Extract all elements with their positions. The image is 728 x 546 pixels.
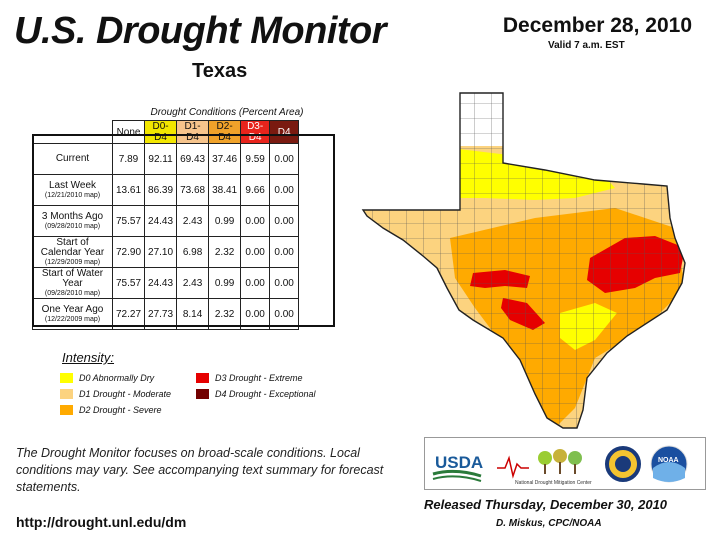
table-cell: 0.00 — [240, 267, 271, 299]
state-name: Texas — [192, 60, 248, 82]
svg-text:NOAA: NOAA — [658, 457, 679, 464]
table-cell: 13.61 — [111, 174, 146, 206]
table-cell: 0.00 — [269, 174, 300, 206]
legend-item-d4: D4 Drought - Exceptional — [196, 389, 316, 399]
legend-label: D2 Drought - Severe — [79, 405, 162, 415]
legend-label: D3 Drought - Extreme — [215, 373, 303, 383]
author-credit: D. Miskus, CPC/NOAA — [496, 518, 602, 529]
ndmc-logo: National Drought Mitigation Center — [497, 449, 592, 486]
map-date: December 28, 2010 — [502, 14, 692, 37]
col-header-none: None — [111, 120, 146, 144]
partner-logos: USDA National Drought Mitigation Center … — [424, 437, 706, 490]
county-lines — [363, 93, 685, 428]
table-row: Start of Calendar Year (12/29/2009 map) 7… — [32, 236, 300, 268]
table-cell: 2.32 — [208, 236, 242, 268]
col-header-d4: D4 — [269, 120, 300, 144]
table-cell: 75.57 — [111, 267, 146, 299]
table-row: 3 Months Ago (09/28/2010 map) 75.57 24.43… — [32, 205, 300, 237]
table-cell: 27.73 — [144, 298, 178, 330]
col-header-d0-d4: D0-D4 — [144, 120, 178, 144]
table-row: Start of Water Year (09/28/2010 map) 75.5… — [32, 267, 300, 299]
col-header-d1-d4: D1-D4 — [176, 120, 210, 144]
usda-logo: USDA — [432, 453, 483, 482]
row-label: Last Week (12/21/2010 map) — [32, 174, 113, 206]
table-cell: 0.00 — [269, 267, 300, 299]
map-title: U.S. Drought Monitor — [14, 10, 387, 52]
svg-text:National Drought Mitigation Ce: National Drought Mitigation Center — [515, 480, 592, 486]
col-header-d3-d4: D3-D4 — [240, 120, 271, 144]
legend-swatch — [196, 373, 209, 383]
table-cell: 72.90 — [111, 236, 146, 268]
valid-time: Valid 7 a.m. EST — [548, 40, 625, 51]
legend-label: D0 Abnormally Dry — [79, 373, 155, 383]
row-label: One Year Ago (12/22/2009 map) — [32, 298, 113, 330]
row-label: Current — [32, 143, 113, 175]
table-cell: 0.00 — [240, 298, 271, 330]
table-cell: 7.89 — [111, 143, 146, 175]
table-cell: 69.43 — [176, 143, 210, 175]
table-cell: 24.43 — [144, 205, 178, 237]
table-row: Last Week (12/21/2010 map) 13.61 86.39 73… — [32, 174, 300, 206]
row-label: 3 Months Ago (09/28/2010 map) — [32, 205, 113, 237]
row-label: Start of Water Year (09/28/2010 map) — [32, 267, 113, 299]
legend-title: Intensity: — [62, 350, 115, 365]
legend-item-d2: D2 Drought - Severe — [60, 405, 162, 415]
table-cell: 0.99 — [208, 205, 242, 237]
table-cell: 9.66 — [240, 174, 271, 206]
table-cell: 0.00 — [269, 236, 300, 268]
table-header-row: None D0-D4 D1-D4 D2-D4 D3-D4 D4 — [33, 120, 300, 144]
drought-areas — [363, 93, 685, 428]
table-row: One Year Ago (12/22/2009 map) 72.27 27.73… — [32, 298, 300, 330]
table-cell: 0.00 — [240, 236, 271, 268]
source-url[interactable]: http://drought.unl.edu/dm — [16, 514, 187, 530]
disclaimer-note: The Drought Monitor focuses on broad-sca… — [16, 446, 384, 494]
legend-label: D4 Drought - Exceptional — [215, 389, 316, 399]
table-cell: 0.00 — [269, 298, 300, 330]
table-cell: 73.68 — [176, 174, 210, 206]
noaa-logo: NOAA — [650, 445, 688, 483]
col-header-d2-d4: D2-D4 — [208, 120, 242, 144]
legend-swatch — [60, 405, 73, 415]
legend-swatch — [60, 373, 73, 383]
table-cell: 2.43 — [176, 205, 210, 237]
legend-item-d1: D1 Drought - Moderate — [60, 389, 171, 399]
table-cell: 86.39 — [144, 174, 178, 206]
table-cell: 92.11 — [144, 143, 178, 175]
texas-outline — [361, 92, 686, 429]
table-row: Current 7.89 92.11 69.43 37.46 9.59 0.00 — [32, 143, 300, 175]
table-cell: 6.98 — [176, 236, 210, 268]
legend-item-d3: D3 Drought - Extreme — [196, 373, 303, 383]
release-date: Released Thursday, December 30, 2010 — [424, 497, 668, 512]
legend-swatch — [196, 389, 209, 399]
legend-label: D1 Drought - Moderate — [79, 389, 172, 399]
svg-text:USDA: USDA — [435, 453, 483, 472]
table-cell: 0.00 — [269, 205, 300, 237]
table-cell: 75.57 — [111, 205, 146, 237]
texas-drought-map — [361, 92, 686, 429]
doc-seal-icon — [605, 446, 641, 482]
drought-conditions-table: None D0-D4 D1-D4 D2-D4 D3-D4 D4 Current … — [32, 120, 300, 330]
table-cell: 2.43 — [176, 267, 210, 299]
table-cell: 27.10 — [144, 236, 178, 268]
table-cell: 0.00 — [269, 143, 300, 175]
table-title: Drought Conditions (Percent Area) — [150, 107, 304, 118]
table-cell: 38.41 — [208, 174, 242, 206]
table-cell: 37.46 — [208, 143, 242, 175]
table-cell: 0.99 — [208, 267, 242, 299]
row-label: Start of Calendar Year (12/29/2009 map) — [32, 236, 113, 268]
table-cell: 24.43 — [144, 267, 178, 299]
table-cell: 9.59 — [240, 143, 271, 175]
table-corner — [33, 121, 113, 144]
legend-item-d0: D0 Abnormally Dry — [60, 373, 154, 383]
table-cell: 8.14 — [176, 298, 210, 330]
legend-swatch — [60, 389, 73, 399]
table-cell: 72.27 — [111, 298, 146, 330]
table-cell: 2.32 — [208, 298, 242, 330]
table-cell: 0.00 — [240, 205, 271, 237]
